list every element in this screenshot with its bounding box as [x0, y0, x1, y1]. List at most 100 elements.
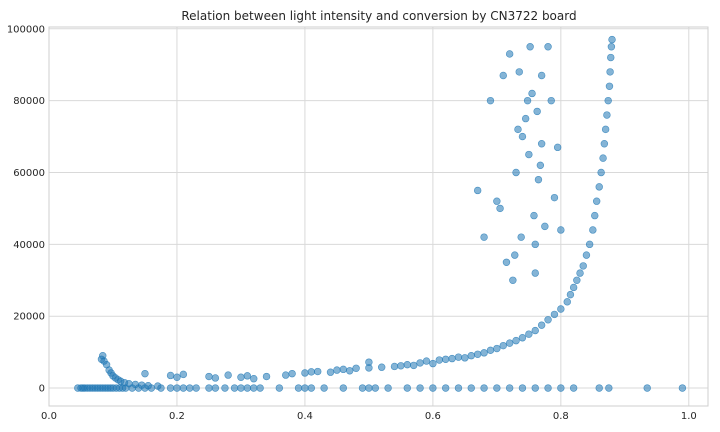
x-tick-label: 0.4 — [297, 411, 313, 422]
data-point — [603, 111, 611, 119]
data-point — [131, 380, 140, 389]
data-point — [557, 384, 565, 392]
data-point — [541, 222, 549, 231]
data-point — [301, 384, 309, 392]
data-point — [557, 305, 565, 313]
data-point — [448, 354, 456, 363]
data-point — [518, 334, 527, 342]
data-point — [141, 369, 149, 378]
data-point — [377, 363, 386, 371]
x-tick-label: 0.8 — [553, 411, 569, 422]
data-point — [262, 372, 271, 381]
data-point — [441, 355, 450, 363]
data-point — [403, 384, 411, 392]
data-point — [544, 316, 552, 324]
data-point — [179, 384, 188, 392]
data-point — [550, 310, 559, 319]
data-point — [429, 384, 437, 392]
data-point — [192, 384, 200, 392]
y-tick-label: 20000 — [13, 312, 45, 323]
data-point — [339, 365, 348, 374]
data-point — [597, 168, 605, 177]
data-point — [288, 369, 296, 378]
data-point — [237, 384, 245, 392]
data-point — [563, 298, 571, 306]
data-point — [493, 344, 501, 353]
y-tick-label: 60000 — [13, 168, 45, 179]
data-point — [397, 362, 405, 370]
data-point — [333, 366, 341, 374]
data-point — [600, 140, 609, 148]
data-point — [533, 107, 541, 116]
data-point — [339, 384, 348, 392]
data-point — [205, 384, 213, 392]
data-point — [605, 384, 613, 392]
data-point — [365, 384, 373, 392]
x-tick-label: 0.2 — [169, 411, 185, 422]
data-point — [536, 161, 545, 170]
data-point — [211, 384, 220, 392]
data-point — [409, 361, 418, 370]
data-point — [480, 384, 488, 392]
data-point — [499, 71, 507, 80]
data-point — [530, 211, 538, 220]
data-point — [505, 339, 514, 347]
data-point — [125, 380, 133, 388]
data-point — [505, 384, 514, 392]
data-point — [320, 384, 328, 392]
data-point — [243, 372, 252, 380]
data-point — [515, 68, 523, 76]
data-point — [505, 50, 514, 58]
data-point — [314, 367, 322, 376]
data-point — [531, 240, 539, 249]
data-point — [518, 132, 527, 141]
data-point — [569, 283, 578, 292]
data-point — [526, 43, 534, 51]
data-point — [467, 384, 475, 392]
data-point — [525, 330, 533, 338]
data-point — [435, 356, 443, 364]
data-point — [480, 349, 488, 357]
data-point — [608, 35, 616, 44]
data-point — [173, 373, 181, 381]
data-point — [534, 175, 543, 184]
data-point — [604, 96, 612, 105]
data-point — [486, 346, 495, 355]
data-point — [429, 359, 437, 368]
data-point — [537, 71, 546, 80]
data-point — [473, 186, 482, 195]
data-point — [358, 384, 367, 392]
data-point — [301, 369, 309, 377]
data-point — [250, 374, 258, 383]
data-point — [601, 125, 610, 134]
x-tick-label: 0.6 — [425, 411, 441, 422]
data-point — [186, 384, 194, 392]
data-point — [591, 211, 599, 220]
data-point — [569, 384, 578, 392]
data-point — [643, 384, 651, 392]
data-point — [566, 290, 575, 299]
data-point — [531, 269, 539, 277]
data-point — [607, 43, 616, 51]
data-point — [221, 384, 229, 392]
data-point — [138, 381, 146, 389]
x-tick-label: 1.0 — [681, 411, 697, 422]
data-point — [509, 276, 517, 284]
data-point — [582, 251, 591, 259]
data-point — [599, 154, 607, 162]
y-tick-label: 40000 — [13, 240, 45, 251]
data-point — [518, 384, 527, 392]
data-point — [384, 384, 392, 392]
data-point — [422, 357, 431, 365]
data-point — [576, 269, 584, 277]
chart-title: Relation between light intensity and con… — [181, 9, 576, 23]
data-point — [237, 373, 245, 381]
data-point — [390, 362, 399, 371]
data-point — [512, 336, 520, 345]
data-point — [454, 384, 463, 392]
data-point — [326, 368, 335, 376]
data-point — [441, 384, 450, 392]
data-point — [294, 384, 303, 392]
data-point — [179, 370, 188, 379]
